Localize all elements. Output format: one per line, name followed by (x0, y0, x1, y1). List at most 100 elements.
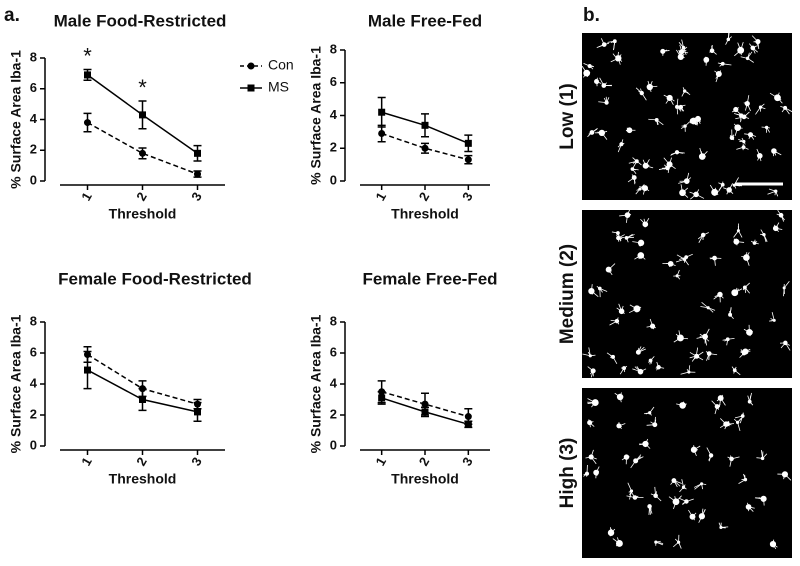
process (663, 164, 668, 169)
process (682, 401, 685, 406)
process (649, 406, 655, 414)
process (783, 280, 790, 289)
process (613, 41, 616, 51)
process (654, 416, 656, 425)
process (743, 146, 749, 150)
process (747, 52, 750, 59)
process (678, 47, 684, 54)
x-axis-label: Threshold (109, 206, 177, 222)
process (627, 209, 631, 216)
process (705, 351, 710, 354)
process (772, 539, 775, 545)
process (734, 49, 741, 57)
process (680, 56, 685, 58)
process (626, 233, 633, 239)
process (785, 342, 791, 351)
process (693, 445, 701, 451)
process (775, 227, 783, 230)
marker (421, 121, 429, 129)
process (583, 63, 590, 67)
process (763, 498, 765, 506)
process (751, 35, 759, 42)
process (754, 241, 758, 244)
process (688, 509, 693, 517)
process (701, 483, 707, 486)
process (701, 509, 706, 517)
process (603, 82, 607, 86)
process (698, 516, 703, 523)
process (760, 229, 765, 235)
image-label: High (3) (557, 438, 578, 509)
process (729, 135, 733, 138)
process (632, 157, 638, 162)
process (708, 455, 712, 462)
process (619, 396, 622, 403)
process (762, 453, 768, 459)
process (743, 473, 746, 480)
process (746, 103, 751, 112)
series-line (381, 132, 469, 161)
process (741, 255, 747, 258)
process (628, 308, 638, 314)
process (688, 365, 691, 373)
process (715, 73, 720, 79)
process (676, 106, 681, 111)
process (714, 192, 719, 196)
process (640, 218, 646, 225)
process (612, 538, 620, 544)
process (619, 367, 625, 375)
process (738, 138, 744, 142)
process (734, 288, 743, 294)
process (709, 353, 718, 356)
process (640, 88, 643, 94)
process (621, 456, 627, 461)
x-tick-label: 1 (78, 455, 95, 469)
process (583, 72, 588, 78)
process (700, 306, 709, 309)
process (692, 516, 695, 521)
process (581, 66, 588, 74)
process (696, 355, 704, 361)
process (695, 189, 700, 195)
micrograph (582, 210, 792, 378)
process (645, 165, 654, 169)
chart-title: Male Food-Restricted (54, 11, 227, 30)
process (596, 81, 599, 85)
process (714, 406, 718, 415)
x-tick-label: 2 (133, 190, 150, 204)
process (644, 187, 650, 192)
process (655, 541, 664, 546)
process (743, 116, 750, 119)
process (773, 150, 777, 156)
process (590, 456, 597, 465)
marker (421, 408, 429, 416)
process (678, 542, 682, 549)
process (640, 368, 647, 373)
process (616, 320, 620, 325)
y-tick-label: 4 (30, 111, 38, 126)
process (591, 127, 598, 133)
process (714, 258, 716, 266)
process (655, 366, 659, 369)
process (623, 368, 626, 373)
marker (464, 420, 472, 428)
process (672, 541, 679, 548)
process (750, 134, 755, 140)
y-tick-label: 6 (30, 344, 37, 359)
process (656, 119, 664, 126)
process (763, 234, 768, 242)
process (704, 328, 710, 337)
legend-marker (247, 84, 255, 92)
y-tick-label: 8 (330, 41, 337, 56)
process (626, 237, 629, 243)
process (686, 172, 690, 182)
process (680, 371, 689, 375)
process (639, 443, 646, 446)
process (639, 186, 646, 189)
process (746, 95, 750, 104)
process (742, 287, 746, 291)
process (609, 320, 618, 326)
y-tick-label: 2 (330, 406, 337, 421)
process (726, 339, 729, 346)
process (777, 97, 783, 104)
